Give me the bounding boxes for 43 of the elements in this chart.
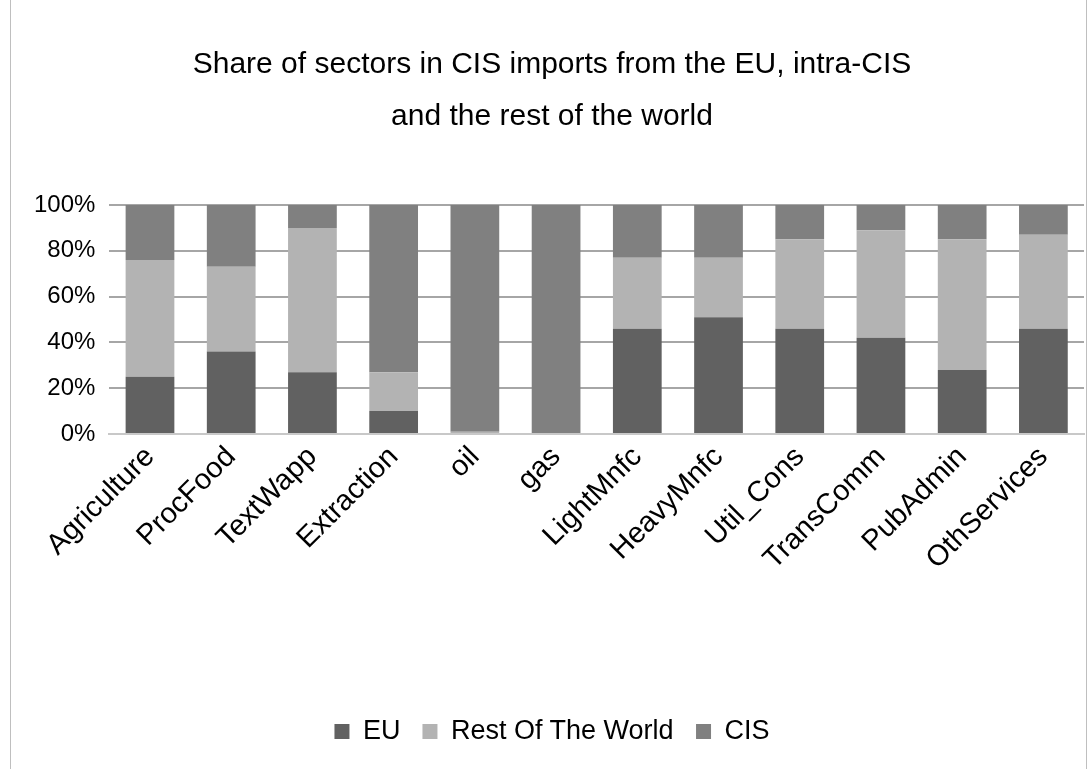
bar <box>856 205 906 231</box>
bar <box>369 411 419 433</box>
bar <box>288 372 337 433</box>
bar <box>612 205 662 258</box>
y-tick-label: 100% <box>33 189 96 217</box>
y-tick-label: 20% <box>47 372 96 400</box>
bar <box>369 372 419 412</box>
bar <box>937 239 987 370</box>
bar <box>206 205 256 267</box>
bar <box>612 328 662 433</box>
bar <box>694 257 743 318</box>
bar <box>937 205 987 240</box>
bar <box>694 317 743 433</box>
bar <box>531 205 581 433</box>
bar <box>288 205 337 228</box>
bar <box>1019 328 1068 433</box>
bar <box>369 205 419 373</box>
bar <box>206 351 256 433</box>
legend-label: Rest Of The World <box>450 714 674 745</box>
y-tick-label: 40% <box>47 327 96 355</box>
y-tick-label: 0% <box>60 418 96 446</box>
x-tick-label: oil <box>441 439 485 483</box>
bar <box>125 205 175 260</box>
chart-title: Share of sectors in CIS imports from the EU, intra-CIS and the rest of the world <box>192 45 912 132</box>
bar <box>775 239 825 329</box>
bar <box>206 266 256 352</box>
bar <box>694 205 743 258</box>
bar <box>856 337 906 433</box>
y-tick-label: 60% <box>47 281 96 309</box>
bar <box>288 227 337 373</box>
bar <box>1019 205 1068 235</box>
bar <box>937 369 987 433</box>
bar <box>1019 234 1068 329</box>
bar <box>856 230 906 338</box>
y-tick-label: 80% <box>47 235 96 263</box>
legend-label: EU <box>362 714 401 745</box>
bar <box>125 376 175 433</box>
bar <box>125 259 175 377</box>
bar <box>612 257 662 329</box>
bar <box>775 328 825 433</box>
bar <box>450 205 500 432</box>
legend-label: CIS <box>724 714 770 745</box>
bar <box>775 205 825 240</box>
